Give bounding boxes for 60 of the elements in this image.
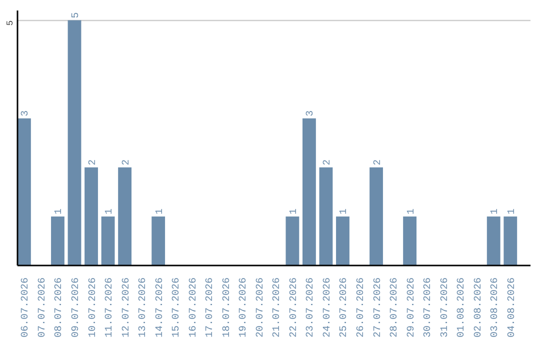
- x-tick-label: 20.07.2026: [255, 277, 266, 338]
- data-label: 1: [490, 208, 502, 214]
- x-tick-label: 17.07.2026: [205, 277, 216, 338]
- x-tick-label: 30.07.2026: [423, 277, 434, 338]
- x-tick-label: 31.07.2026: [440, 277, 451, 338]
- x-tick-label: 15.07.2026: [172, 277, 183, 338]
- data-label: 1: [154, 208, 166, 214]
- bar: [118, 167, 132, 266]
- bar: [152, 216, 166, 266]
- data-label: 2: [372, 159, 384, 166]
- x-tick-label: 29.07.2026: [406, 277, 418, 338]
- x-tick-label: 21.07.2026: [272, 277, 284, 338]
- data-label: 1: [288, 208, 300, 214]
- x-tick-label: 14.07.2026: [154, 277, 166, 338]
- x-tick-label: 22.07.2026: [288, 277, 300, 338]
- data-label: 2: [88, 159, 99, 166]
- x-tick-label: 11.07.2026: [104, 277, 116, 338]
- data-label: 5: [71, 12, 82, 18]
- x-tick-label: 23.07.2026: [306, 277, 317, 338]
- x-tick-label: 02.08.2026: [473, 277, 484, 338]
- x-tick-label: 27.07.2026: [372, 277, 384, 338]
- x-tick-label: 13.07.2026: [138, 277, 150, 338]
- x-tick-label: 19.07.2026: [238, 277, 250, 338]
- bar: [504, 216, 518, 266]
- bar: [84, 167, 98, 266]
- x-tick-label: 16.07.2026: [188, 277, 200, 338]
- data-label: 1: [406, 208, 418, 214]
- bar: [370, 167, 383, 266]
- bar: [336, 216, 350, 266]
- x-tick-label: 25.07.2026: [339, 277, 350, 338]
- bar: [319, 167, 333, 266]
- bar: [101, 216, 115, 266]
- x-tick-label: 06.07.2026: [20, 277, 32, 338]
- bar: [18, 118, 31, 266]
- x-tick-label: 24.07.2026: [322, 277, 334, 338]
- x-tick-label: 07.07.2026: [37, 277, 48, 338]
- x-tick-label: 04.08.2026: [506, 277, 518, 338]
- data-label: 3: [20, 110, 32, 116]
- bar: [286, 216, 300, 266]
- x-tick-label: 18.07.2026: [222, 277, 233, 338]
- x-tick-label: 08.07.2026: [54, 277, 66, 338]
- bar: [403, 216, 416, 266]
- x-tick-label: 28.07.2026: [390, 277, 401, 338]
- data-label: 1: [339, 208, 350, 214]
- x-tick-label: 03.08.2026: [490, 277, 502, 338]
- bar: [486, 216, 500, 266]
- x-tick-label: 12.07.2026: [121, 277, 132, 338]
- bar: [68, 20, 82, 266]
- bar: [302, 118, 316, 266]
- data-label: 1: [104, 208, 116, 214]
- bar: [51, 216, 64, 266]
- data-label: 3: [306, 110, 317, 116]
- x-tick-label: 10.07.2026: [88, 277, 99, 338]
- data-label: 1: [506, 208, 518, 214]
- x-tick-label: 26.07.2026: [356, 277, 367, 338]
- data-label: 1: [54, 208, 66, 214]
- data-label: 2: [121, 159, 132, 166]
- x-tick-label: 09.07.2026: [71, 277, 82, 338]
- x-tick-label: 01.08.2026: [456, 277, 468, 338]
- data-label: 2: [322, 159, 334, 166]
